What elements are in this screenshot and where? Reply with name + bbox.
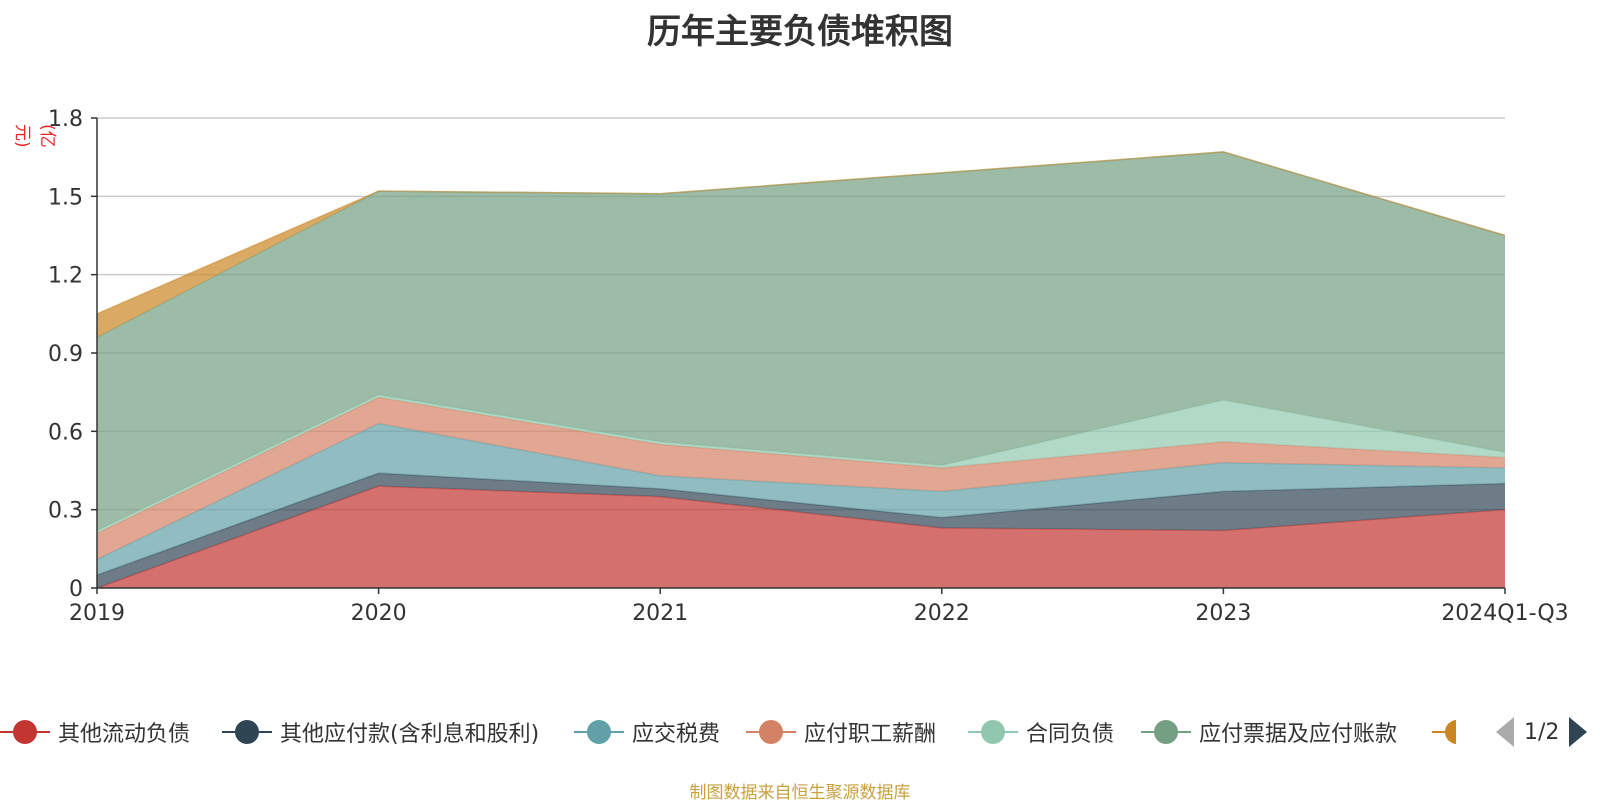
area-series-0 — [97, 486, 1505, 588]
legend-label: 其他应付款(含利息和股利) — [280, 722, 540, 747]
x-tick-label: 2020 — [351, 601, 407, 626]
x-tick-label: 2024Q1-Q3 — [1441, 601, 1568, 626]
legend-item-contract-liabilities[interactable]: 合同负债 — [968, 714, 1114, 750]
x-tick-label: 2021 — [632, 601, 688, 626]
legend-item-partial[interactable] — [1432, 714, 1456, 750]
legend-symbol — [1432, 714, 1456, 750]
legend-label: 应付票据及应付账款 — [1199, 722, 1398, 747]
legend-label: 应交税费 — [632, 722, 721, 747]
y-tick-label: 1.8 — [48, 107, 83, 132]
y-tick-label: 1.5 — [48, 185, 83, 210]
legend-symbol — [0, 714, 50, 750]
y-tick-label: 1.2 — [48, 264, 83, 289]
area-series-5 — [97, 151, 1505, 531]
legend-label: 合同负债 — [1026, 722, 1115, 747]
legend-item-other-payables[interactable]: 其他应付款(含利息和股利) — [222, 714, 539, 750]
area-series-4 — [97, 394, 1505, 534]
legend-symbol — [222, 714, 272, 750]
chart-title: 历年主要负债堆积图 — [647, 12, 953, 52]
legend-label: 应付职工薪酬 — [804, 722, 937, 747]
legend-page-indicator: 1/2 — [1524, 719, 1560, 745]
legend-item-employee-payables[interactable]: 应付职工薪酬 — [746, 714, 936, 750]
legend-prev-page-icon[interactable] — [1496, 717, 1514, 747]
legend-next-page-icon[interactable] — [1569, 717, 1588, 747]
y-tick-label: 0.6 — [48, 420, 83, 445]
legend-symbol — [968, 714, 1018, 750]
legend-item-notes-accounts-payable[interactable]: 应付票据及应付账款 — [1141, 714, 1397, 750]
legend-symbol — [746, 714, 796, 750]
x-tick-label: 2022 — [914, 601, 970, 626]
legend-item-taxes-payable[interactable]: 应交税费 — [574, 714, 720, 750]
area-series-3 — [97, 397, 1505, 560]
legend-symbol — [574, 714, 624, 750]
x-tick-label: 2023 — [1195, 601, 1251, 626]
series-line-6 — [96, 151, 1506, 315]
legend-item-other-current-liabilities[interactable]: 其他流动负债 — [0, 714, 190, 750]
legend-symbol — [1141, 714, 1191, 750]
area-series-1 — [97, 473, 1505, 588]
x-tick-label: 2019 — [69, 601, 125, 626]
source-footnote: 制图数据来自恒生聚源数据库 — [689, 783, 911, 803]
area-series-2 — [97, 423, 1505, 575]
legend-pager: 1/2 — [1496, 714, 1588, 750]
stacked-area-chart: 0 0.3 0.6 0.9 1.2 1.5 1.8 2019 2020 2021 2022 2023 2… — [48, 107, 1569, 626]
series-line-3 — [96, 396, 1506, 534]
legend: 其他流动负债 其他应付款(含利息和股利) 应交税费 应付职工薪酬 合同负债 应付… — [0, 714, 1600, 754]
y-tick-label: 0.9 — [48, 342, 83, 367]
legend-label: 其他流动负债 — [58, 722, 191, 747]
y-tick-label: 0.3 — [48, 499, 83, 524]
y-tick-label: 0 — [69, 577, 83, 602]
